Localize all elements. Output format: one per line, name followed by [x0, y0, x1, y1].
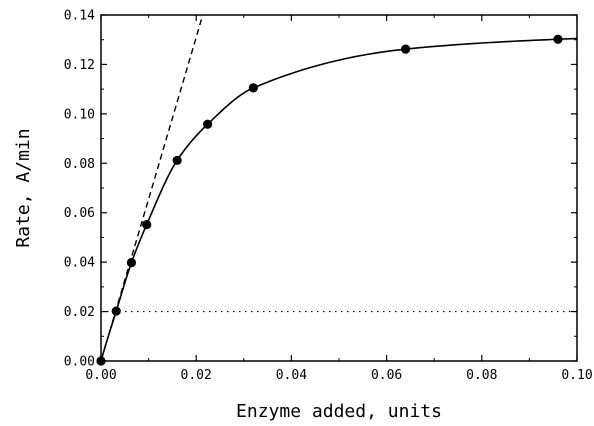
data-point	[248, 83, 258, 93]
data-point	[111, 306, 121, 316]
x-tick-label: 0.06	[371, 368, 402, 383]
data-point	[126, 258, 137, 268]
x-tick-label: 0.08	[466, 368, 497, 383]
tick-layer: 0.00 0.02 0.04 0.06 0.08 0.10 0.00 0.02 0.04 0.06…	[64, 9, 593, 384]
x-tick-label: 0.10	[561, 368, 592, 383]
data-point	[553, 34, 563, 44]
fitted-curve-layer	[100, 14, 578, 362]
y-axis-title: Rate, A/min	[13, 128, 34, 247]
x-tick-label: 0.02	[181, 368, 212, 383]
y-tick-label: 0.14	[64, 9, 95, 24]
data-point	[401, 44, 411, 54]
plot-frame	[100, 14, 578, 362]
x-tick-label: 0.00	[85, 368, 116, 383]
data-points-layer	[96, 34, 563, 366]
y-tick-label: 0.04	[64, 256, 95, 271]
y-tick-label: 0.02	[64, 305, 95, 320]
x-axis-title: Enzyme added, units	[236, 401, 442, 422]
y-tick-label: 0.08	[64, 157, 95, 172]
y-tick-label: 0.00	[64, 355, 95, 370]
data-point	[172, 155, 182, 165]
data-point	[203, 119, 213, 129]
y-tick-label: 0.06	[64, 206, 95, 221]
data-point	[142, 219, 152, 230]
y-tick-label: 0.10	[64, 107, 95, 122]
y-tick-label: 0.12	[64, 58, 95, 73]
x-tick-label: 0.04	[276, 368, 307, 383]
fitted-curve	[100, 37, 578, 362]
